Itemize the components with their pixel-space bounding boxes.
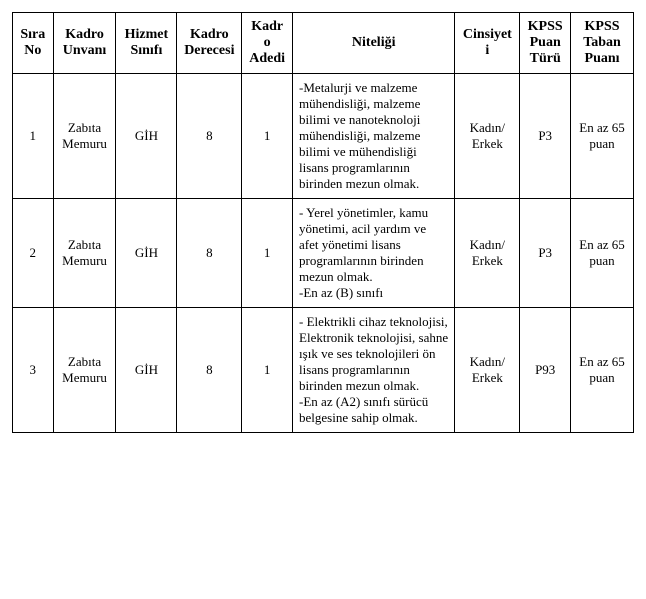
cell-nitelik: - Yerel yönetimler, kamu yönetimi, acil … [293, 199, 455, 308]
cell-sinif: GİH [116, 308, 177, 433]
cell-adet: 1 [242, 199, 293, 308]
table-row: 2 Zabıta Memuru GİH 8 1 - Yerel yönetiml… [13, 199, 634, 308]
cell-cinsiyet: Kadın/ Erkek [455, 199, 520, 308]
cell-puan-turu: P3 [520, 74, 571, 199]
col-nitelik: Niteliği [293, 13, 455, 74]
col-sira-no: Sıra No [13, 13, 54, 74]
cell-adet: 1 [242, 308, 293, 433]
cell-nitelik: -Metalurji ve malzeme mühendisliği, malz… [293, 74, 455, 199]
cell-unvan: Zabıta Memuru [53, 308, 116, 433]
cell-derece: 8 [177, 308, 242, 433]
col-sinif: Hizmet Sınıfı [116, 13, 177, 74]
cell-sira-no: 1 [13, 74, 54, 199]
cell-puan-turu: P93 [520, 308, 571, 433]
cell-unvan: Zabıta Memuru [53, 74, 116, 199]
col-taban-puan: KPSS Taban Puanı [571, 13, 634, 74]
cell-cinsiyet: Kadın/ Erkek [455, 308, 520, 433]
table-header-row: Sıra No Kadro Unvanı Hizmet Sınıfı Kadro… [13, 13, 634, 74]
table-header: Sıra No Kadro Unvanı Hizmet Sınıfı Kadro… [13, 13, 634, 74]
cell-taban-puan: En az 65 puan [571, 308, 634, 433]
cell-taban-puan: En az 65 puan [571, 199, 634, 308]
col-adet: Kadro Adedi [242, 13, 293, 74]
cell-puan-turu: P3 [520, 199, 571, 308]
col-puan-turu: KPSS Puan Türü [520, 13, 571, 74]
cell-adet: 1 [242, 74, 293, 199]
kadro-table: Sıra No Kadro Unvanı Hizmet Sınıfı Kadro… [12, 12, 634, 433]
col-cinsiyet: Cinsiyeti [455, 13, 520, 74]
cell-derece: 8 [177, 199, 242, 308]
cell-derece: 8 [177, 74, 242, 199]
table-row: 3 Zabıta Memuru GİH 8 1 - Elektrikli cih… [13, 308, 634, 433]
cell-cinsiyet: Kadın/ Erkek [455, 74, 520, 199]
cell-sinif: GİH [116, 74, 177, 199]
cell-sira-no: 3 [13, 308, 54, 433]
cell-taban-puan: En az 65 puan [571, 74, 634, 199]
col-derece: Kadro Derecesi [177, 13, 242, 74]
table-row: 1 Zabıta Memuru GİH 8 1 -Metalurji ve ma… [13, 74, 634, 199]
cell-sinif: GİH [116, 199, 177, 308]
cell-sira-no: 2 [13, 199, 54, 308]
col-unvan: Kadro Unvanı [53, 13, 116, 74]
cell-unvan: Zabıta Memuru [53, 199, 116, 308]
cell-nitelik: - Elektrikli cihaz teknolojisi, Elektron… [293, 308, 455, 433]
table-body: 1 Zabıta Memuru GİH 8 1 -Metalurji ve ma… [13, 74, 634, 433]
